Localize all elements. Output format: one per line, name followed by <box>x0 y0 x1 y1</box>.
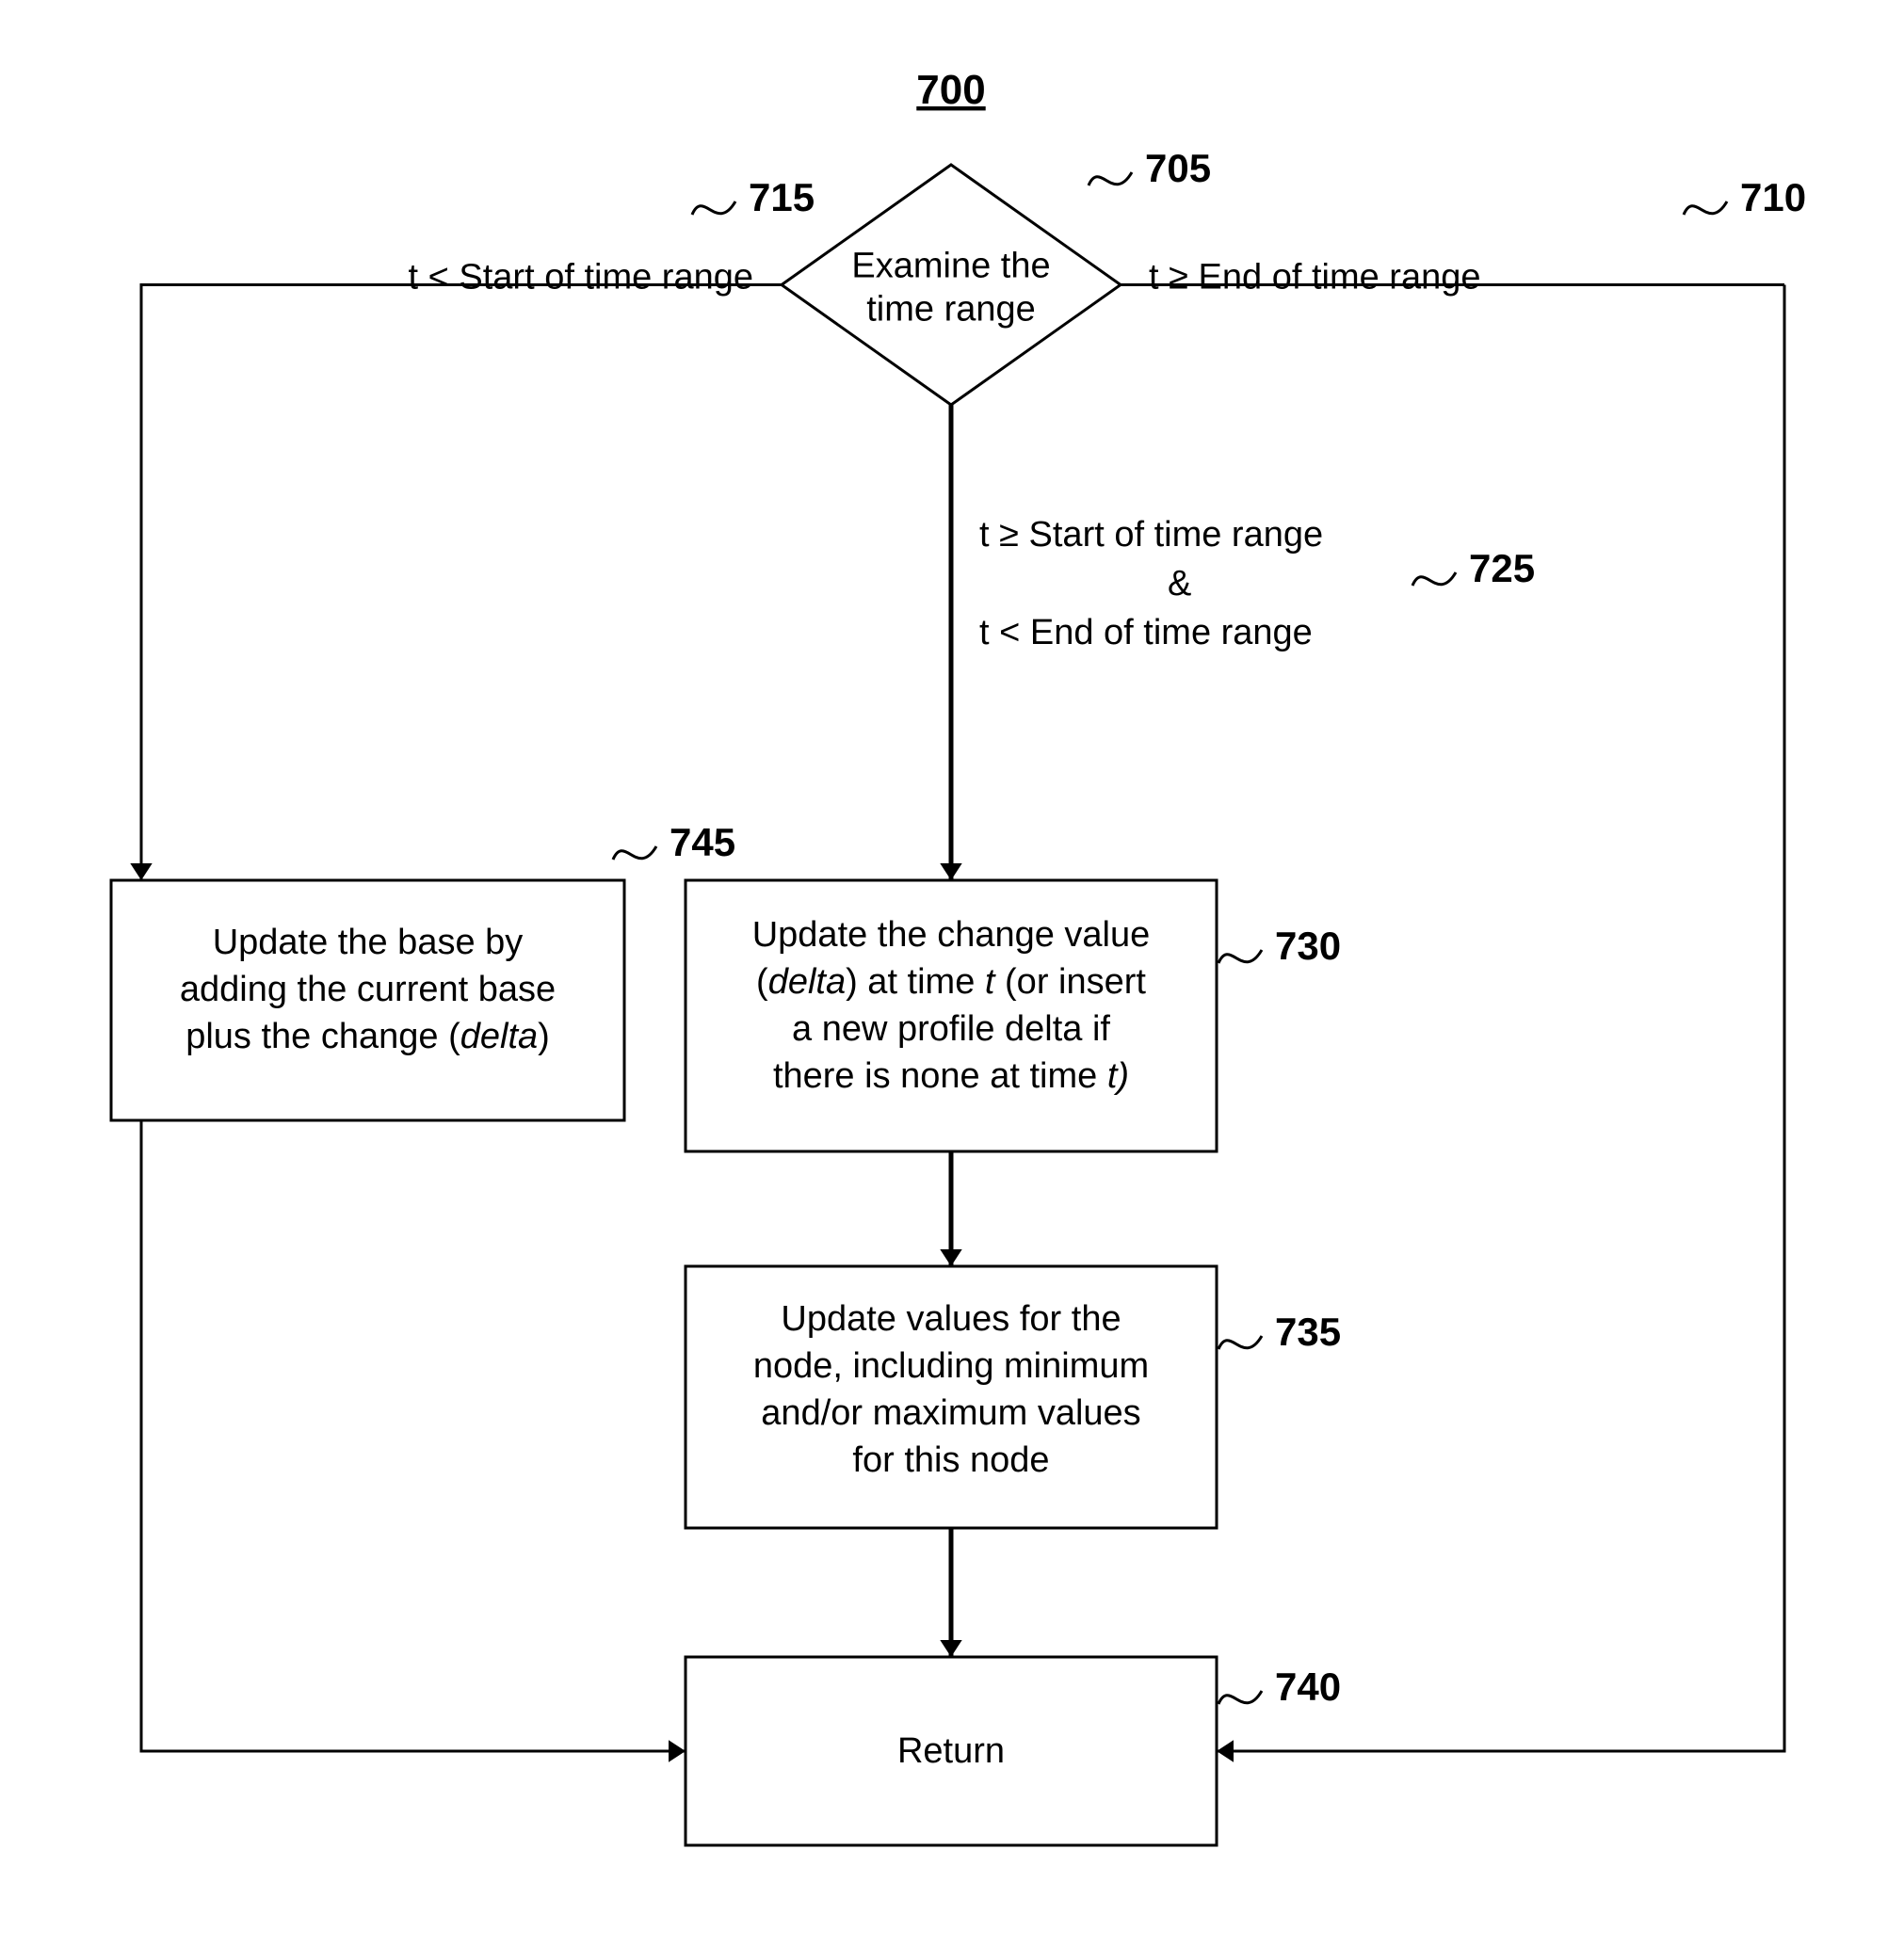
svg-text:and/or maximum values: and/or maximum values <box>761 1393 1140 1433</box>
svg-text:725: 725 <box>1469 546 1535 590</box>
svg-text:730: 730 <box>1275 924 1341 968</box>
svg-text:time range: time range <box>866 290 1036 330</box>
svg-text:740: 740 <box>1275 1665 1341 1709</box>
svg-text:node, including minimum: node, including minimum <box>753 1346 1149 1386</box>
svg-text:700: 700 <box>916 67 985 113</box>
svg-text:Update the change value: Update the change value <box>752 915 1151 955</box>
svg-text:t ≥ End of time range: t ≥ End of time range <box>1149 258 1480 298</box>
svg-text:Update values for the: Update values for the <box>781 1299 1121 1339</box>
svg-text:715: 715 <box>749 175 815 219</box>
svg-text:there is none at time t): there is none at time t) <box>773 1056 1129 1096</box>
svg-text:Examine the: Examine the <box>851 247 1050 286</box>
svg-text:Return: Return <box>897 1731 1005 1771</box>
svg-text:745: 745 <box>670 820 735 864</box>
svg-text:plus the change (delta): plus the change (delta) <box>186 1017 550 1056</box>
svg-text:&: & <box>1168 564 1191 603</box>
svg-text:a new profile delta if: a new profile delta if <box>792 1009 1110 1049</box>
svg-text:710: 710 <box>1740 175 1806 219</box>
svg-text:t < End of time range: t < End of time range <box>979 613 1313 652</box>
svg-text:for this node: for this node <box>852 1440 1049 1480</box>
svg-text:Update the base by: Update the base by <box>213 923 524 962</box>
svg-text:(delta) at time t (or insert: (delta) at time t (or insert <box>756 962 1146 1002</box>
svg-text:adding the current base: adding the current base <box>180 970 556 1009</box>
svg-text:t < Start of time range: t < Start of time range <box>409 258 753 298</box>
svg-text:705: 705 <box>1145 146 1211 190</box>
svg-text:735: 735 <box>1275 1310 1341 1354</box>
svg-text:t ≥ Start of time range: t ≥ Start of time range <box>979 515 1323 555</box>
